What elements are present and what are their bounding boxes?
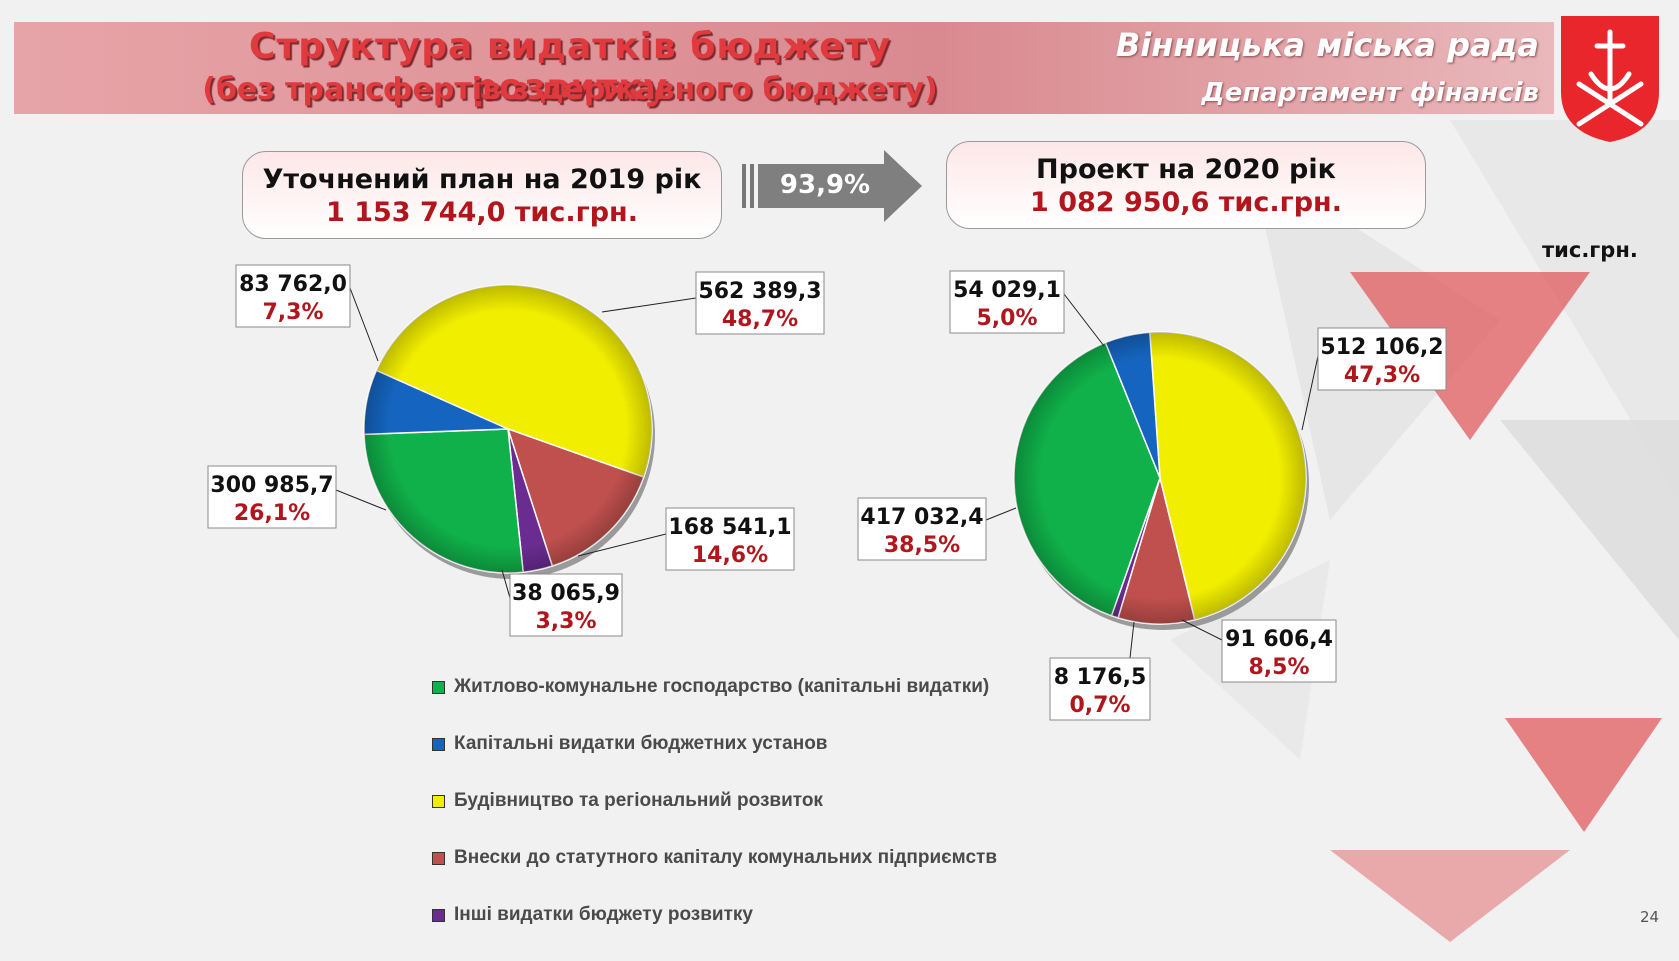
legend-label: Житлово-комунальне господарство (капітал…	[454, 676, 990, 697]
plan-2020-title: Проект на 2020 рік	[1036, 154, 1336, 185]
data-label-box	[695, 271, 825, 335]
leader-line	[501, 569, 511, 599]
data-label-percent: 47,3%	[1344, 363, 1420, 388]
coat-of-arms-icon	[1561, 16, 1659, 142]
page-number: 24	[1640, 908, 1660, 926]
data-label-box	[207, 465, 337, 529]
data-label-percent: 14,6%	[692, 543, 768, 568]
data-label-value: 562 389,3	[698, 279, 821, 304]
data-label-percent: 0,7%	[1069, 693, 1130, 718]
legend-label: Внески до статутного капіталу комунальни…	[454, 847, 998, 868]
change-percent: 93,9%	[779, 170, 871, 200]
data-label-value: 417 032,4	[860, 505, 983, 530]
data-label-value: 512 106,2	[1320, 335, 1443, 360]
data-label-box	[1221, 619, 1337, 683]
leader-line	[349, 287, 379, 362]
data-label-percent: 3,3%	[535, 609, 596, 634]
data-label-percent: 26,1%	[234, 501, 310, 526]
plan-2020-value: 1 082 950,6 тис.грн.	[1030, 187, 1342, 218]
organization-name: Вінницька міська рада	[1115, 26, 1539, 64]
legend-label: Капітальні видатки бюджетних установ	[454, 733, 828, 754]
data-label-box	[1049, 657, 1151, 721]
data-label-box	[509, 573, 623, 637]
legend-swatch	[432, 795, 445, 808]
legend-swatch	[432, 738, 445, 751]
data-label-percent: 8,5%	[1248, 655, 1309, 680]
header-band	[14, 22, 1554, 114]
leader-line	[601, 297, 697, 313]
pie-shading	[1014, 332, 1306, 624]
pie-shading	[364, 285, 652, 573]
plan-2019-title: Уточнений план на 2019 рік	[262, 164, 702, 195]
pie-chart-1: 300 985,7 26,1% 83 762,0 7,3% 562 389,3 48,7%…	[207, 264, 825, 637]
slide-subtitle: (без трансфертів з державного бюджету)	[202, 72, 938, 107]
data-label-box	[665, 507, 795, 571]
legend-label: Будівництво та регіональний розвиток	[454, 790, 823, 811]
data-label-box	[857, 497, 987, 561]
leader-line	[1301, 355, 1319, 431]
plan-2019-box: Уточнений план на 2019 рік 1 153 744,0 т…	[242, 151, 722, 239]
legend-swatch	[432, 909, 445, 922]
leader-line	[985, 507, 1017, 521]
pie-chart-2: 417 032,4 38,5% 54 029,1 5,0% 512 106,2 47,3%…	[857, 270, 1447, 721]
legend-swatch	[432, 681, 445, 694]
data-label-box	[235, 264, 351, 328]
data-label-value: 300 985,7	[210, 473, 333, 498]
data-label-value: 54 029,1	[953, 278, 1061, 303]
unit-label: тис.грн.	[1542, 238, 1638, 262]
leader-line	[335, 489, 387, 511]
legend-swatch	[432, 852, 445, 865]
data-label-percent: 48,7%	[722, 307, 798, 332]
data-label-value: 83 762,0	[239, 272, 347, 297]
department-name: Департамент фінансів	[1201, 78, 1539, 108]
data-label-value: 38 065,9	[512, 581, 620, 606]
leader-line	[1129, 621, 1135, 659]
data-label-percent: 38,5%	[884, 533, 960, 558]
data-label-value: 168 541,1	[668, 515, 791, 540]
plan-2020-box: Проект на 2020 рік 1 082 950,6 тис.грн.	[946, 141, 1426, 229]
plan-2019-value: 1 153 744,0 тис.грн.	[326, 197, 638, 228]
arrow-right-icon	[742, 150, 922, 222]
data-label-value: 8 176,5	[1054, 665, 1147, 690]
leader-line	[577, 533, 667, 557]
data-label-percent: 5,0%	[976, 306, 1037, 331]
data-label-box	[1317, 327, 1447, 391]
data-label-value: 91 606,4	[1225, 627, 1333, 652]
legend-label: Інші видатки бюджету розвитку	[454, 904, 753, 925]
data-label-percent: 7,3%	[262, 300, 323, 325]
data-label-box	[949, 270, 1065, 334]
leader-line	[1181, 619, 1223, 641]
slide-title: Структура видатків бюджету розвитку	[249, 26, 891, 108]
leader-line	[1063, 293, 1105, 347]
